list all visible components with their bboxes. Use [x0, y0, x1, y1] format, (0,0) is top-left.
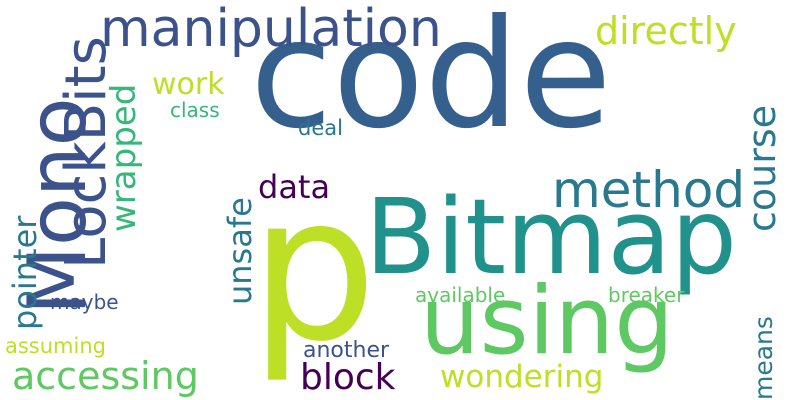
word-data: data [258, 168, 331, 206]
word-another: another [303, 338, 390, 363]
word-using: using [420, 267, 674, 376]
word-method: method [552, 161, 746, 219]
word-unsafe: unsafe [221, 197, 259, 305]
word-accessing: accessing [12, 354, 199, 398]
word-means: means [749, 316, 778, 400]
word-wrapped: wrapped [104, 83, 144, 232]
word-course: course [740, 104, 784, 232]
word-p: p [250, 153, 377, 386]
word-manipulation: manipulation [100, 0, 442, 59]
word-breaker: breaker [608, 283, 685, 307]
word-code: code [250, 0, 612, 162]
word-available: available [415, 283, 506, 307]
word-assuming: assuming [5, 334, 106, 358]
word-work: work [152, 67, 225, 102]
word-deal: deal [298, 116, 343, 140]
word-directly: directly [595, 9, 737, 53]
word-block: block [300, 357, 396, 398]
word-pointer: pointer [6, 215, 44, 330]
word-maybe: maybe [50, 290, 119, 314]
word-bitmap: Bitmap [365, 176, 738, 298]
word-class: class [170, 98, 220, 122]
word-wondering: wondering [440, 359, 604, 395]
